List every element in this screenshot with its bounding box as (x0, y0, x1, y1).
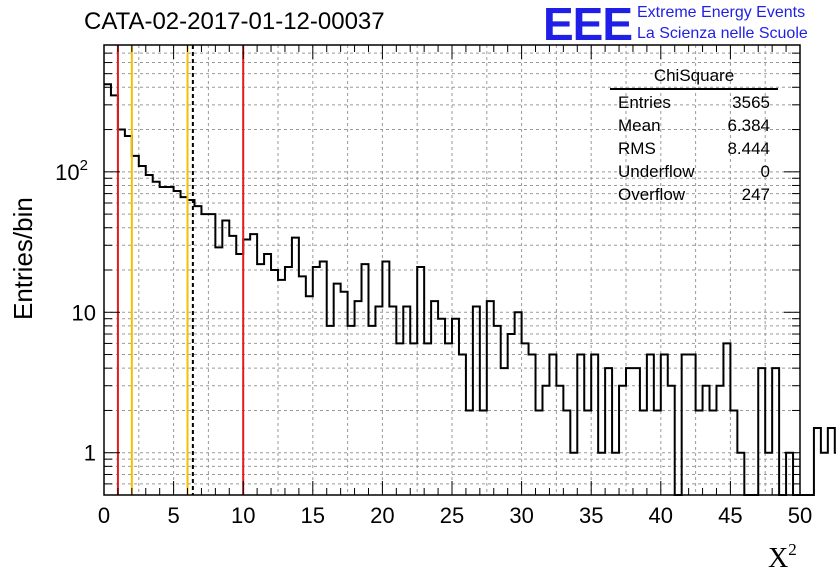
histogram-series (104, 83, 836, 496)
stats-title: ChiSquare (610, 66, 778, 90)
x-axis-label-base: X (768, 543, 789, 574)
x-tick-label: 50 (788, 503, 812, 528)
y-tick-label: 102 (55, 157, 88, 185)
x-tick-label: 25 (440, 503, 464, 528)
stats-row-rms: RMS 8.444 (610, 139, 778, 162)
stats-row-entries: Entries 3565 (610, 93, 778, 116)
x-tick-label: 20 (370, 503, 394, 528)
x-tick-label: 45 (718, 503, 742, 528)
stats-value: 6.384 (727, 116, 770, 135)
stats-row-overflow: Overflow 247 (610, 185, 778, 208)
logo-subtitle-line1: Extreme Energy Events (637, 4, 806, 21)
logo-subtitle-line2: La Scienza nelle Scuole (637, 25, 808, 42)
x-tick-label: 10 (231, 503, 255, 528)
x-tick-label: 30 (509, 503, 533, 528)
x-tick-label: 15 (301, 503, 325, 528)
eee-logo: EEE (543, 0, 633, 50)
stats-label: Overflow (618, 185, 686, 204)
y-tick-label: 1 (84, 441, 96, 466)
stats-row-mean: Mean 6.384 (610, 116, 778, 139)
x-tick-label: 5 (167, 503, 179, 528)
x-tick-label: 40 (649, 503, 673, 528)
stats-row-underflow: Underflow 0 (610, 162, 778, 185)
x-axis-label-superscript: 2 (788, 540, 797, 559)
y-axis-label: Entries/bin (8, 197, 38, 320)
stats-label: RMS (618, 139, 656, 158)
stats-value: 247 (741, 185, 770, 204)
chart-title: CATA-02-2017-01-12-00037 (84, 8, 385, 35)
stats-value: 3565 (732, 93, 770, 112)
stats-label: Mean (618, 116, 661, 135)
stats-value: 8.444 (727, 139, 770, 158)
x-axis-label: X2 (768, 540, 797, 575)
stats-box: ChiSquare Entries 3565 Mean 6.384 RMS 8.… (610, 66, 778, 208)
y-tick-label: 10 (72, 300, 96, 325)
stats-label: Entries (618, 93, 671, 112)
stats-label: Underflow (618, 162, 695, 181)
x-tick-label: 0 (98, 503, 110, 528)
stats-value: 0 (760, 162, 770, 181)
x-tick-label: 35 (579, 503, 603, 528)
